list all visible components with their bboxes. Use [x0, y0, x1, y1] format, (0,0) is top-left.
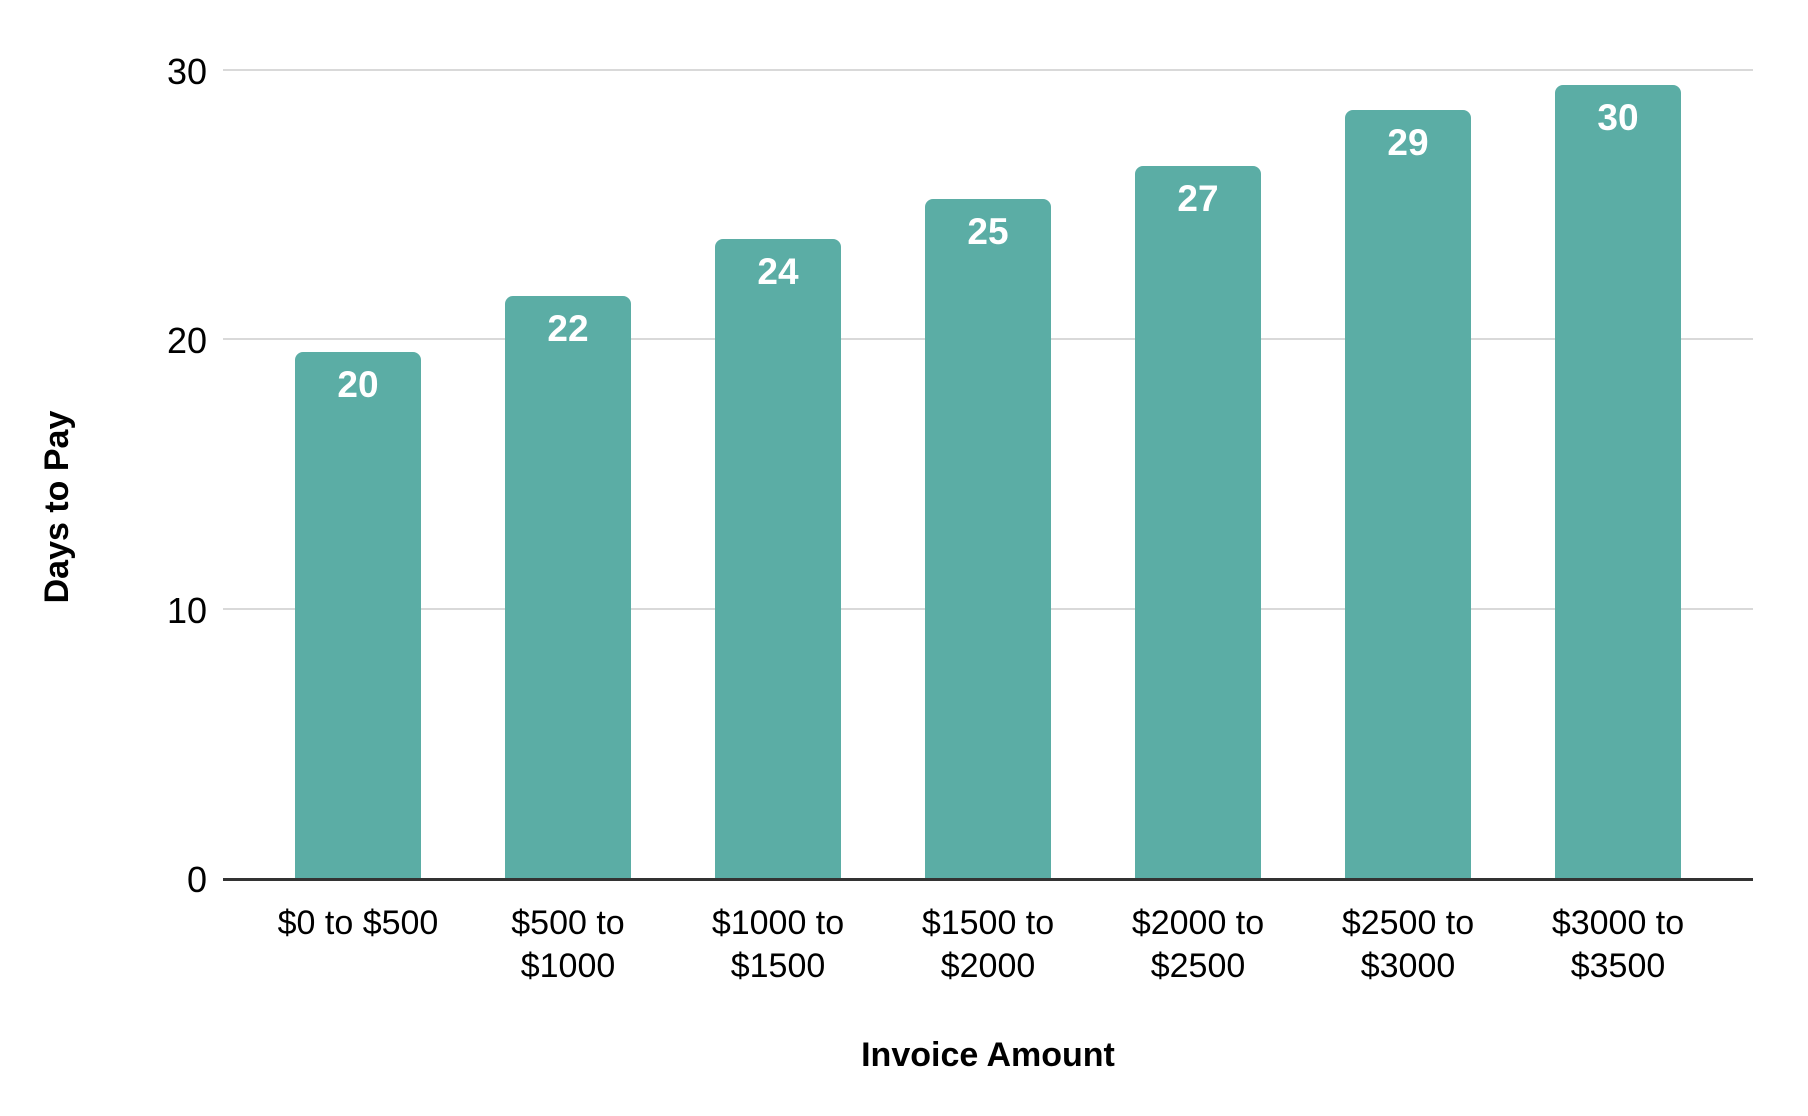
x-tick-label-line: $500 to	[511, 904, 625, 942]
plot-area: 0 10 20 30 20 22 24 25 27 29 30 $0 to $500 $500 to…	[167, 54, 1753, 985]
x-tick-label-line: $1500 to	[921, 904, 1055, 942]
bar-value-label: 29	[1387, 121, 1429, 163]
x-tick-label-line: $3000 to	[1551, 904, 1685, 942]
gridline	[223, 69, 1753, 71]
y-tick-label: 10	[166, 589, 207, 631]
bar-slot: 25	[883, 72, 1093, 880]
bar-value-label: 27	[1177, 178, 1219, 220]
bar: 27	[1135, 166, 1261, 880]
x-tick-label-line: $1500	[730, 947, 826, 985]
x-tick-label: $500 to $1000	[463, 902, 673, 988]
bar: 24	[715, 239, 841, 880]
bar-slot: 20	[253, 72, 463, 880]
x-tick-label-line: $2000	[940, 947, 1036, 985]
x-tick-labels: $0 to $500 $500 to $1000 $1000 to $1500 $1500…	[253, 902, 1723, 988]
bar-slot: 22	[463, 72, 673, 880]
bar-slot: 24	[673, 72, 883, 880]
bar-value-label: 24	[757, 251, 799, 292]
y-tick-label: 30	[166, 51, 207, 92]
x-tick-label-line: $3500	[1570, 947, 1666, 985]
x-tick-label-line: $0 to $500	[277, 904, 439, 942]
bar-slot: 27	[1093, 72, 1303, 880]
x-tick-label: $1500 to $2000	[883, 902, 1093, 988]
bar-slot: 30	[1513, 72, 1723, 880]
bar: 29	[1345, 109, 1471, 880]
bar: 20	[295, 352, 421, 880]
bars-layer: 20 22 24 25 27 29 30	[253, 72, 1723, 880]
x-tick-label-line: $2000 to	[1131, 904, 1265, 942]
bar-value-label: 22	[547, 307, 589, 349]
x-tick-label: $1000 to $1500	[673, 902, 883, 988]
bar-value-label: 25	[967, 210, 1009, 252]
bar: 30	[1555, 85, 1681, 880]
bar-value-label: 20	[337, 364, 379, 406]
bar-slot: 29	[1303, 72, 1513, 880]
x-tick-label: $3000 to $3500	[1513, 902, 1723, 988]
bar-value-label: 30	[1597, 97, 1639, 139]
bar: 25	[925, 198, 1051, 880]
y-tick-label: 0	[186, 859, 207, 900]
x-tick-label-line: $2500 to	[1341, 904, 1475, 942]
x-tick-label-line: $1000 to	[711, 904, 845, 942]
x-axis-line	[223, 878, 1753, 881]
y-axis-title: Days to Pay	[38, 410, 76, 604]
bar: 22	[505, 295, 631, 880]
x-tick-label-line: $3000	[1360, 947, 1456, 985]
x-tick-label: $2000 to $2500	[1093, 902, 1303, 988]
x-tick-label-line: $2500	[1150, 947, 1246, 985]
x-tick-label: $0 to $500	[253, 902, 463, 988]
x-axis-title: Invoice Amount	[861, 1036, 1115, 1074]
y-tick-label: 20	[166, 320, 207, 362]
x-tick-label-line: $1000	[520, 947, 616, 985]
x-tick-label: $2500 to $3000	[1303, 902, 1513, 988]
